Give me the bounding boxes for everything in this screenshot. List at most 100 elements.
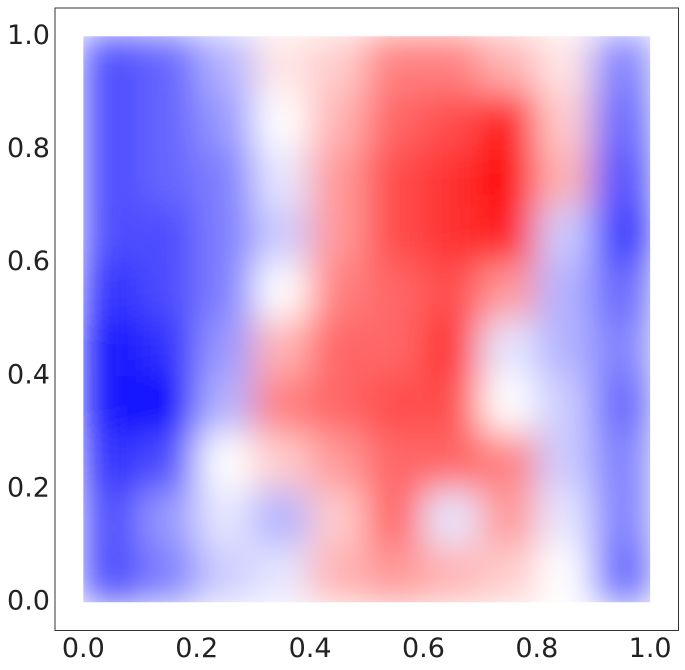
heatmap-cell <box>252 318 311 377</box>
heatmap-cell <box>83 262 141 320</box>
heatmap-cell <box>592 36 651 94</box>
heatmap-cell <box>252 205 311 264</box>
heatmap-cell <box>83 431 141 490</box>
heatmap-cell <box>196 148 254 207</box>
heatmap-cell <box>536 148 594 207</box>
heatmap-cell <box>309 92 368 150</box>
heatmap-cell <box>422 262 481 320</box>
heatmap-cell <box>139 148 198 207</box>
heatmap-cell <box>536 488 594 547</box>
heatmap-cell <box>422 36 481 94</box>
heatmap-cell <box>366 318 424 377</box>
x-tick-label: 0.4 <box>289 633 332 664</box>
heatmap-cell <box>309 431 368 490</box>
heatmap-cell <box>309 262 368 320</box>
heatmap-cell <box>422 205 481 264</box>
heatmap-cell <box>479 262 538 320</box>
heatmap-cell <box>592 148 651 207</box>
heatmap-cell <box>536 205 594 264</box>
heatmap-cell <box>592 375 651 433</box>
heatmap-cell <box>479 148 538 207</box>
heatmap-cell <box>83 36 141 94</box>
heatmap-cell <box>252 431 311 490</box>
heatmap-cell <box>139 92 198 150</box>
heatmap-cell <box>536 375 594 433</box>
heatmap-cell <box>139 375 198 433</box>
heatmap-cell <box>196 318 254 377</box>
heatmap-cell <box>479 488 538 547</box>
axes-frame <box>54 7 679 631</box>
heatmap-cell <box>366 431 424 490</box>
heatmap-cell <box>252 92 311 150</box>
heatmap-cell <box>479 375 538 433</box>
heatmap-cell <box>422 545 481 603</box>
heatmap-cell <box>83 375 141 433</box>
heatmap-cell <box>83 148 141 207</box>
heatmap-cell <box>422 92 481 150</box>
heatmap-cell <box>592 205 651 264</box>
heatmap-cell <box>139 205 198 264</box>
heatmap-cell <box>366 375 424 433</box>
heatmap-cell <box>592 488 651 547</box>
x-tick-label: 0.2 <box>175 633 218 664</box>
heatmap-cell <box>83 92 141 150</box>
heatmap-cell <box>139 431 198 490</box>
heatmap-cell <box>309 205 368 264</box>
heatmap-cell <box>196 545 254 603</box>
heatmap-cell <box>139 488 198 547</box>
heatmap-cell <box>422 488 481 547</box>
heatmap-cell <box>592 318 651 377</box>
heatmap-cell <box>366 545 424 603</box>
heatmap-cell <box>536 545 594 603</box>
heatmap-cell <box>83 545 141 603</box>
heatmap-cell <box>366 205 424 264</box>
x-tick-label: 0.0 <box>62 633 105 664</box>
heatmap-cell <box>252 148 311 207</box>
heatmap-cell <box>196 262 254 320</box>
x-tick-label: 0.6 <box>402 633 445 664</box>
heatmap-cell <box>252 545 311 603</box>
heatmap-cell <box>366 148 424 207</box>
heatmap-cell <box>139 262 198 320</box>
heatmap-cell <box>536 92 594 150</box>
heatmap-cell <box>366 36 424 94</box>
heatmap-cell <box>536 318 594 377</box>
heatmap-cell <box>83 205 141 264</box>
y-tick-label: 1.0 <box>7 20 50 51</box>
y-tick-label: 0.4 <box>7 359 50 390</box>
heatmap-cell <box>196 36 254 94</box>
heatmap-cell <box>592 431 651 490</box>
heatmap-cell <box>366 92 424 150</box>
heatmap-cell <box>139 318 198 377</box>
heatmap-cell <box>422 375 481 433</box>
heatmap-cell <box>366 262 424 320</box>
heatmap-cell <box>252 262 311 320</box>
heatmap-cell <box>422 148 481 207</box>
heatmap-cell <box>252 375 311 433</box>
y-tick-label: 0.8 <box>7 133 50 164</box>
heatmap-cell <box>196 375 254 433</box>
heatmap-cell <box>479 36 538 94</box>
heatmap-cell <box>196 205 254 264</box>
heatmap-cell <box>139 545 198 603</box>
heatmap-cell <box>309 36 368 94</box>
heatmap-cell <box>592 545 651 603</box>
y-tick-label: 0.6 <box>7 246 50 277</box>
heatmap-cell <box>309 375 368 433</box>
heatmap-cell <box>479 92 538 150</box>
heatmap-cell <box>422 431 481 490</box>
heatmap-cell <box>196 431 254 490</box>
heatmap-cell <box>196 488 254 547</box>
heatmap-cell <box>536 262 594 320</box>
heatmap-cell <box>252 488 311 547</box>
heatmap-cell <box>536 36 594 94</box>
x-tick-label: 0.8 <box>515 633 558 664</box>
heatmap-cell <box>309 148 368 207</box>
y-tick-label: 0.0 <box>7 586 50 617</box>
heatmap-cells <box>83 36 651 603</box>
heatmap-cell <box>536 431 594 490</box>
heatmap-cell <box>139 36 198 94</box>
x-tick-label: 1.0 <box>629 633 672 664</box>
y-tick-label: 0.2 <box>7 473 50 504</box>
heatmap-cell <box>309 488 368 547</box>
